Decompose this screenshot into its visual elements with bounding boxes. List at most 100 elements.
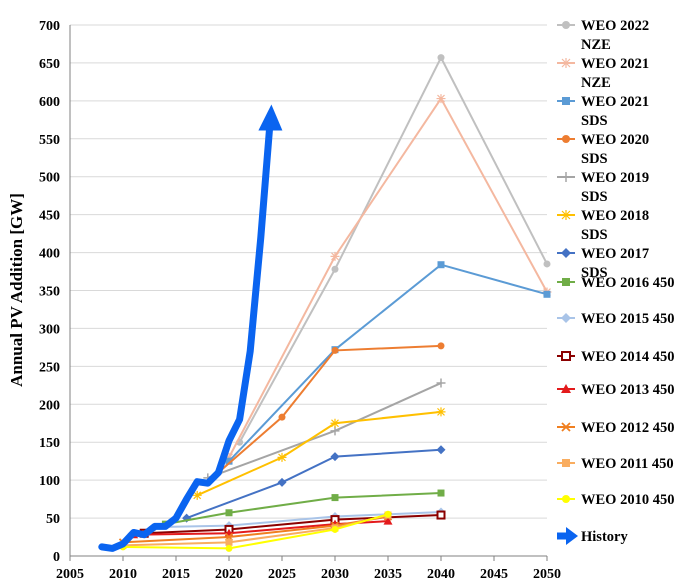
y-tick-label: 150 bbox=[39, 436, 60, 451]
legend-label: SDS bbox=[581, 265, 608, 281]
legend-swatch-arrowhead bbox=[566, 527, 578, 545]
data-point bbox=[437, 54, 445, 62]
x-tick-label: 2005 bbox=[56, 567, 84, 582]
y-tick-label: 550 bbox=[39, 133, 60, 148]
data-point bbox=[225, 457, 233, 465]
legend-label: WEO 2011 450 bbox=[581, 456, 674, 472]
data-point bbox=[330, 251, 340, 261]
legend-label: SDS bbox=[581, 113, 608, 129]
y-tick-label: 600 bbox=[39, 95, 60, 110]
data-point bbox=[277, 477, 287, 487]
data-point bbox=[562, 135, 570, 143]
series-line bbox=[238, 55, 548, 443]
y-tick-label: 450 bbox=[39, 209, 60, 224]
legend-item: WEO 2018 SDS bbox=[557, 208, 649, 243]
data-point bbox=[436, 94, 446, 104]
x-tick-label: 2010 bbox=[109, 567, 137, 582]
y-tick-label: 200 bbox=[39, 398, 60, 413]
y-tick-label: 0 bbox=[53, 550, 60, 565]
data-point bbox=[561, 58, 571, 68]
legend-item: WEO 2021 SDS bbox=[557, 94, 649, 129]
series-weo-2021-sds bbox=[225, 261, 551, 465]
history-series bbox=[98, 104, 283, 552]
legend-item: WEO 2010 450 bbox=[557, 492, 674, 508]
data-point bbox=[562, 21, 570, 29]
data-point bbox=[561, 313, 571, 323]
y-tick-label: 350 bbox=[39, 285, 60, 300]
data-point bbox=[543, 290, 551, 298]
data-point bbox=[225, 538, 233, 546]
legend-item-history: History bbox=[557, 527, 628, 545]
data-point bbox=[383, 516, 393, 525]
data-point bbox=[562, 495, 570, 503]
legend-item: WEO 2012 450 bbox=[557, 420, 674, 436]
y-axis-label: Annual PV Addition [GW] bbox=[7, 193, 26, 387]
data-point bbox=[331, 525, 339, 533]
data-point bbox=[561, 210, 571, 220]
data-point bbox=[225, 544, 233, 552]
legend-item: WEO 2021 NZE bbox=[557, 56, 649, 91]
legend-label: WEO 2010 450 bbox=[581, 492, 674, 508]
legend-item: WEO 2011 450 bbox=[557, 456, 674, 472]
data-point bbox=[562, 97, 570, 105]
data-point bbox=[562, 278, 570, 286]
x-tick-label: 2015 bbox=[162, 567, 190, 582]
data-point bbox=[561, 351, 571, 361]
series-line bbox=[228, 263, 548, 462]
y-tick-label: 250 bbox=[39, 360, 60, 375]
legend-label: SDS bbox=[581, 189, 608, 205]
history-arrowhead bbox=[258, 104, 283, 131]
data-point bbox=[330, 418, 340, 428]
legend-item: WEO 2014 450 bbox=[557, 349, 674, 365]
legend-label: WEO 2015 450 bbox=[581, 311, 674, 327]
legend-item: WEO 2017 SDS bbox=[557, 246, 649, 281]
legend-item: WEO 2022 NZE bbox=[557, 18, 649, 53]
y-tick-label: 300 bbox=[39, 322, 60, 337]
data-point bbox=[436, 378, 446, 388]
legend-label: SDS bbox=[581, 227, 608, 243]
series-weo-2022-nze bbox=[236, 54, 551, 446]
series-weo-2018-sds bbox=[192, 407, 446, 500]
data-point bbox=[543, 260, 551, 268]
x-tick-label: 2040 bbox=[427, 567, 455, 582]
data-point bbox=[436, 407, 446, 417]
legend-label: WEO 2017 bbox=[581, 246, 649, 262]
x-tick-label: 2025 bbox=[268, 567, 296, 582]
legend-item: WEO 2016 450 bbox=[557, 275, 674, 291]
legend-label: NZE bbox=[581, 37, 611, 53]
data-point bbox=[330, 426, 340, 436]
legend-item: WEO 2020 SDS bbox=[557, 132, 649, 167]
series-weo-2017-sds bbox=[182, 445, 446, 523]
x-tick-label: 2050 bbox=[533, 567, 561, 582]
x-tick-label: 2020 bbox=[215, 567, 243, 582]
legend-item: WEO 2013 450 bbox=[557, 382, 674, 398]
legend-label: WEO 2021 bbox=[581, 94, 649, 110]
data-point bbox=[277, 452, 287, 462]
data-point bbox=[561, 422, 571, 432]
data-point bbox=[278, 413, 286, 421]
y-tick-label: 500 bbox=[39, 171, 60, 186]
series-line bbox=[186, 448, 442, 520]
legend-label: WEO 2016 450 bbox=[581, 275, 674, 291]
data-point bbox=[437, 261, 445, 269]
legend-label: History bbox=[581, 529, 628, 545]
legend-label: WEO 2013 450 bbox=[581, 382, 674, 398]
legend-label: WEO 2022 bbox=[581, 18, 649, 34]
y-tick-label: 650 bbox=[39, 57, 60, 72]
series-line bbox=[122, 513, 389, 550]
gridlines bbox=[70, 24, 547, 557]
legend-label: WEO 2021 bbox=[581, 56, 649, 72]
legend-label: WEO 2018 bbox=[581, 208, 649, 224]
x-tick-label: 2030 bbox=[321, 567, 349, 582]
data-point bbox=[331, 346, 339, 354]
legend-label: WEO 2019 bbox=[581, 170, 649, 186]
y-tick-label: 700 bbox=[39, 19, 60, 34]
x-tick-label: 2035 bbox=[374, 567, 402, 582]
data-point bbox=[436, 510, 446, 520]
y-tick-label: 400 bbox=[39, 247, 60, 262]
data-point bbox=[562, 459, 570, 467]
series-line bbox=[217, 344, 442, 474]
data-point bbox=[225, 509, 233, 517]
series-line bbox=[196, 410, 442, 497]
